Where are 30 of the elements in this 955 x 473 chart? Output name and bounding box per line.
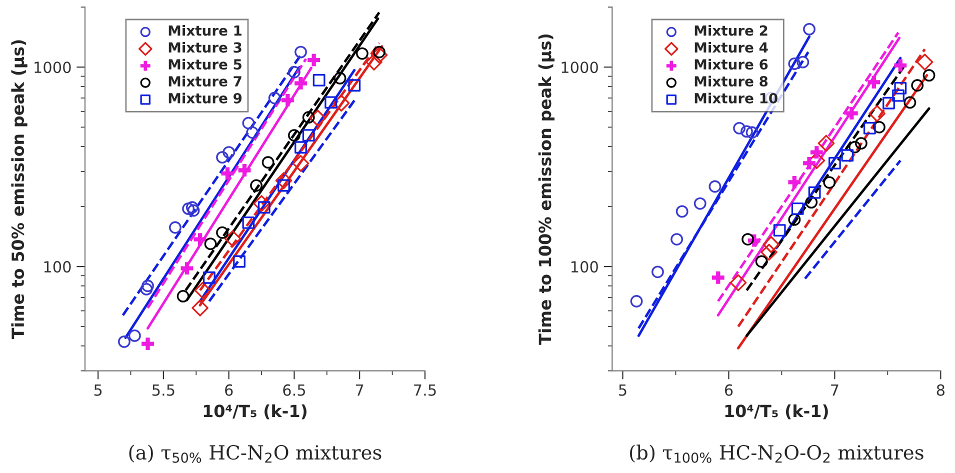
legend-label: Mixture 3 (168, 42, 242, 53)
y-tick-label: 1000 (34, 62, 71, 74)
legend-label: Mixture 10 (694, 92, 778, 104)
x-tick-label: 6.5 (283, 384, 306, 396)
x-tick-label: 6 (225, 384, 233, 396)
legend-label: Mixture 1 (168, 25, 242, 36)
x-tick-label: 5 (94, 384, 102, 396)
x-axis-title: 10⁴/T₅ (k-1) (725, 404, 828, 420)
x-tick-label: 8 (936, 384, 944, 396)
x-tick-label: 7.5 (414, 384, 436, 396)
y-axis-title: Time to 50% emission peak (µs) (11, 40, 28, 340)
x-tick-label: 7 (356, 384, 364, 396)
legend-label: Mixture 4 (694, 42, 768, 53)
legend-label: Mixture 8 (694, 76, 768, 87)
x-tick-label: 5.5 (152, 384, 174, 396)
y-tick-label: 100 (44, 261, 71, 273)
legend-label: Mixture 6 (694, 58, 768, 70)
y-tick-label: 1000 (562, 62, 598, 74)
x-axis-title: 10⁴/T₅ (k-1) (204, 404, 306, 420)
x-tick-label: 6 (724, 384, 733, 396)
y-tick-label: 100 (571, 261, 598, 273)
legend-label: Mixture 5 (168, 58, 242, 70)
x-tick-label: 5 (619, 384, 626, 396)
legend-label: Mixture 2 (694, 25, 768, 36)
x-tick-label: 7 (831, 384, 838, 396)
text: (b) τ$_{100%}$ HC-N$_{2}$O-O$_{2}$ mixtures (630, 444, 924, 463)
y-axis-title: Time to 100% emission peak (µs) (538, 34, 555, 345)
text: (a) τ$_{50%}$ HC-N$_{2}$O mixtures (129, 444, 382, 463)
legend-label: Mixture 9 (168, 92, 242, 104)
legend-label: Mixture 7 (168, 76, 242, 87)
